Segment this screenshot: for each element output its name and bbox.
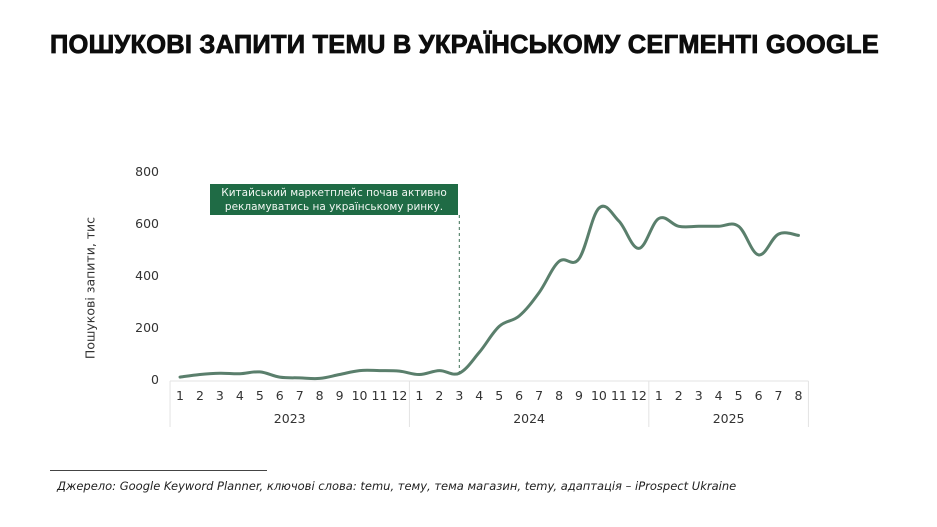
x-tick-label: 9 bbox=[335, 388, 344, 403]
x-tick-label: 6 bbox=[275, 388, 284, 403]
x-tick-label: 10 bbox=[351, 388, 368, 403]
source-divider bbox=[50, 470, 267, 471]
x-tick-label: 6 bbox=[515, 388, 524, 403]
x-tick-label: 5 bbox=[255, 388, 264, 403]
x-tick-label: 11 bbox=[371, 388, 388, 403]
series-line bbox=[178, 204, 800, 381]
annotation-line-1: Китайський маркетплейс почав активно bbox=[221, 187, 447, 199]
x-group-year-label: 2024 bbox=[513, 411, 546, 426]
x-tick-label: 5 bbox=[734, 388, 743, 403]
x-tick-label: 7 bbox=[535, 388, 544, 403]
x-tick-label: 7 bbox=[295, 388, 304, 403]
x-tick-label: 8 bbox=[794, 388, 803, 403]
y-tick-label: 400 bbox=[135, 268, 159, 283]
x-tick-label: 3 bbox=[694, 388, 703, 403]
x-tick-label: 9 bbox=[575, 388, 583, 403]
annotation-box: Китайський маркетплейс почав активно рек… bbox=[210, 184, 458, 215]
x-tick-label: 4 bbox=[475, 388, 484, 403]
x-tick-label: 12 bbox=[391, 388, 408, 403]
x-tick-label: 3 bbox=[215, 388, 224, 403]
x-tick-label: 2 bbox=[674, 388, 683, 403]
y-axis-label: Пошукові запити, тис bbox=[82, 216, 98, 360]
x-axis-frame bbox=[169, 380, 809, 427]
y-tick-label: 0 bbox=[151, 372, 159, 387]
x-tick-label: 10 bbox=[590, 388, 607, 403]
x-tick-label: 8 bbox=[555, 388, 564, 403]
x-group-year-label: 2025 bbox=[712, 411, 745, 426]
y-tick-label: 800 bbox=[135, 164, 159, 179]
x-tick-label: 7 bbox=[774, 388, 783, 403]
x-tick-label: 11 bbox=[610, 388, 627, 403]
x-tick-label: 2 bbox=[195, 388, 204, 403]
x-tick-label: 12 bbox=[630, 388, 647, 403]
x-tick-label: 1 bbox=[654, 388, 663, 403]
chart-title: ПОШУКОВІ ЗАПИТИ TEMU В УКРАЇНСЬКОМУ СЕГМ… bbox=[50, 31, 880, 60]
source-note: Джерело: Google Keyword Planner, ключові… bbox=[57, 479, 737, 493]
x-tick-label: 6 bbox=[754, 388, 763, 403]
annotation-line-2: рекламуватись на українському ринку. bbox=[224, 201, 444, 213]
y-tick-label: 600 bbox=[135, 216, 159, 231]
x-tick-label: 3 bbox=[455, 388, 464, 403]
x-tick-label: 2 bbox=[435, 388, 444, 403]
x-tick-label: 5 bbox=[495, 388, 504, 403]
x-tick-label: 1 bbox=[176, 388, 184, 403]
x-tick-label: 8 bbox=[315, 388, 324, 403]
y-tick-label: 200 bbox=[135, 320, 159, 335]
x-tick-label: 4 bbox=[235, 388, 244, 403]
x-tick-label: 4 bbox=[714, 388, 723, 403]
x-tick-label: 1 bbox=[415, 388, 424, 403]
x-group-year-label: 2023 bbox=[273, 411, 306, 426]
